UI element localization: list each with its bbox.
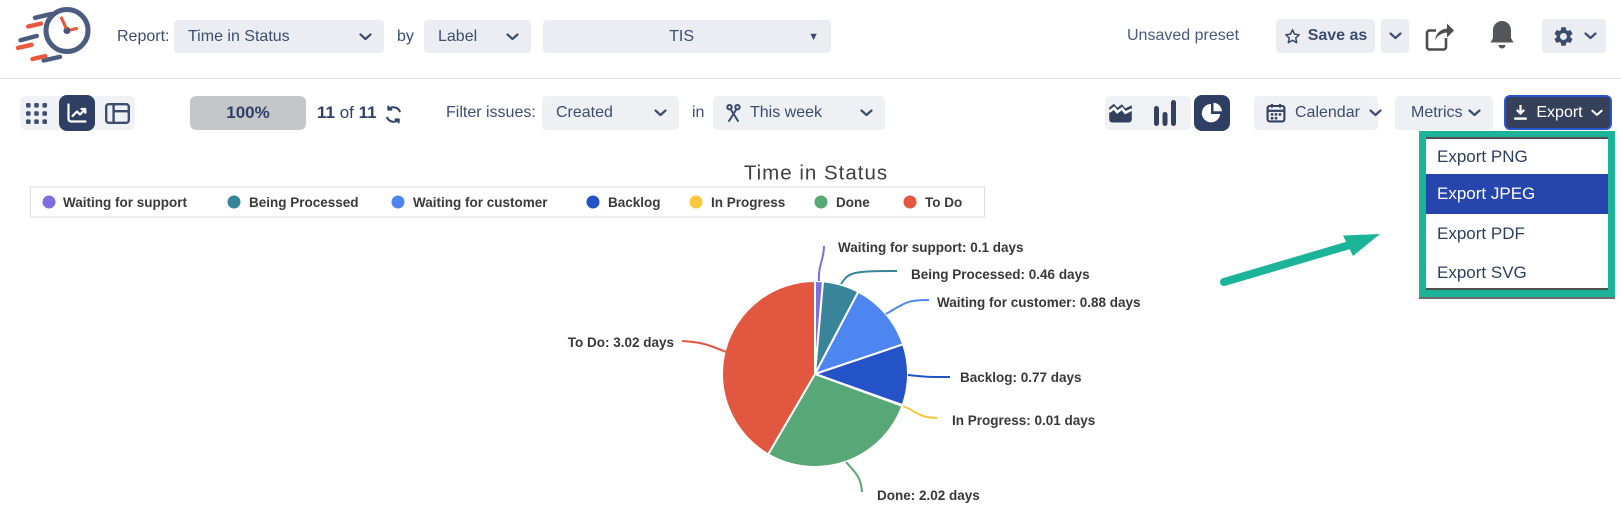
svg-text:Waiting for customer: 0.88 day: Waiting for customer: 0.88 days [937,295,1141,310]
svg-text:Time in Status: Time in Status [744,162,888,185]
svg-text:Waiting for support: Waiting for support [63,195,187,210]
svg-text:Being Processed: 0.46 days: Being Processed: 0.46 days [911,267,1090,282]
svg-text:Backlog: Backlog [608,195,661,210]
svg-text:To Do: To Do [925,195,962,210]
svg-text:Waiting for customer: Waiting for customer [413,195,548,210]
svg-text:Waiting for support: 0.1 days: Waiting for support: 0.1 days [838,240,1024,255]
svg-text:Being Processed: Being Processed [249,195,359,210]
svg-text:To Do: 3.02 days: To Do: 3.02 days [568,335,674,350]
svg-text:Done: Done [836,195,870,210]
svg-text:In Progress: In Progress [711,195,785,210]
svg-text:In Progress: 0.01 days: In Progress: 0.01 days [952,413,1095,428]
svg-text:Backlog: 0.77 days: Backlog: 0.77 days [960,370,1082,385]
svg-text:Done: 2.02 days: Done: 2.02 days [877,488,980,503]
